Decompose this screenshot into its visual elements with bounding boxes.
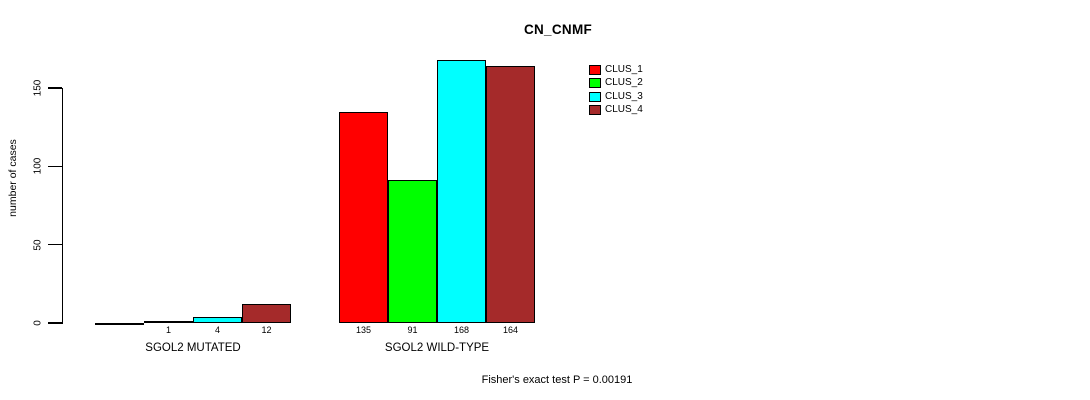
y-tick-label-50: 50 — [32, 239, 44, 251]
annotation-fisher-test: Fisher's exact test P = 0.00191 — [481, 374, 633, 386]
legend-item-clus-4: CLUS_4 — [589, 104, 643, 116]
bar-clus-2-sgol2-mutated — [144, 321, 193, 324]
legend-item-clus-1: CLUS_1 — [589, 65, 643, 75]
y-tick-50 — [48, 244, 62, 246]
bar-clus-3-sgol2-wild-type — [437, 59, 486, 323]
y-tick-0 — [48, 322, 62, 324]
bar-value-label-clus-1-sgol2-wild-type: 135 — [355, 325, 372, 335]
legend-swatch-clus-1 — [589, 65, 601, 75]
bar-value-label-clus-2-sgol2-mutated: 1 — [165, 325, 172, 335]
bar-value-label-clus-3-sgol2-wild-type: 168 — [453, 325, 470, 335]
bar-clus-1-sgol2-mutated — [95, 323, 144, 325]
bar-value-label-clus-2-sgol2-wild-type: 91 — [407, 325, 418, 335]
bar-value-label-clus-3-sgol2-mutated: 4 — [214, 325, 221, 335]
legend-label-clus-2: CLUS_2 — [605, 77, 643, 89]
legend: CLUS_1 CLUS_2 CLUS_3 CLUS_4 — [589, 65, 643, 116]
chart-title: CN_CNMF — [523, 22, 593, 37]
legend-label-clus-4: CLUS_4 — [605, 104, 643, 116]
bar-clus-1-sgol2-wild-type — [339, 111, 388, 323]
legend-label-clus-1: CLUS_1 — [605, 64, 643, 75]
legend-swatch-clus-3 — [589, 91, 601, 102]
legend-label-clus-3: CLUS_3 — [605, 90, 643, 102]
bar-clus-3-sgol2-mutated — [193, 316, 242, 323]
bar-clus-2-sgol2-wild-type — [388, 180, 437, 323]
legend-item-clus-3: CLUS_3 — [589, 90, 643, 102]
y-tick-150 — [48, 87, 62, 89]
bar-clus-4-sgol2-mutated — [242, 304, 291, 323]
y-tick-label-0: 0 — [32, 320, 44, 326]
bar-clus-4-sgol2-wild-type — [486, 66, 535, 323]
y-axis-title: number of cases — [7, 139, 19, 217]
y-tick-100 — [48, 165, 62, 167]
group-label-sgol2-wild-type: SGOL2 WILD-TYPE — [384, 342, 490, 354]
legend-swatch-clus-2 — [589, 78, 601, 89]
legend-swatch-clus-4 — [589, 105, 601, 116]
y-tick-label-100: 100 — [32, 157, 44, 175]
y-tick-label-150: 150 — [32, 79, 44, 97]
legend-item-clus-2: CLUS_2 — [589, 77, 643, 89]
group-label-sgol2-mutated: SGOL2 MUTATED — [145, 342, 241, 354]
bar-value-label-clus-4-sgol2-wild-type: 164 — [502, 325, 519, 335]
bar-value-label-clus-4-sgol2-mutated: 12 — [261, 325, 272, 335]
y-axis-line — [62, 87, 64, 324]
